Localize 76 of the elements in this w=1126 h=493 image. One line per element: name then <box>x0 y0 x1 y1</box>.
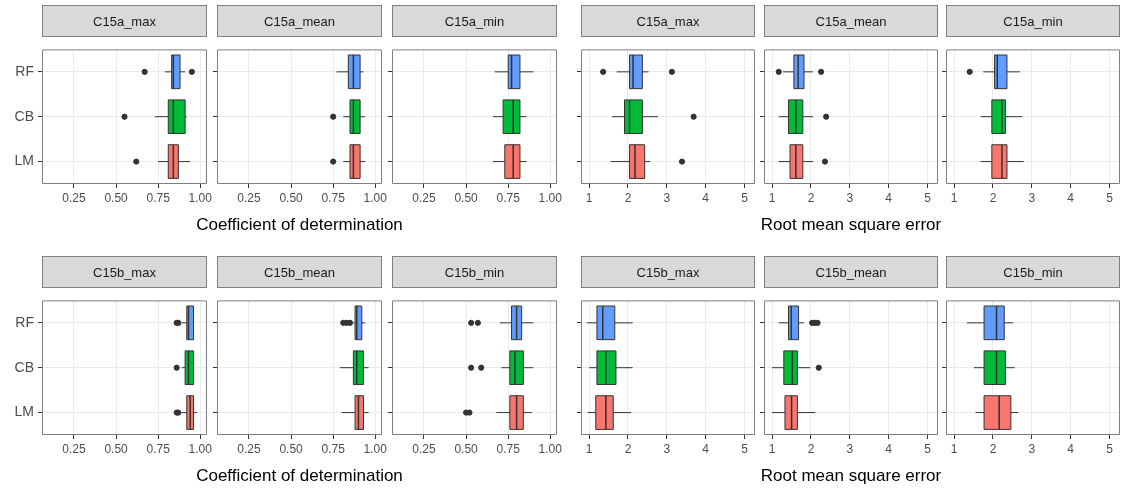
x-tick-label: 0.25 <box>62 441 86 456</box>
x-tick-label: 5 <box>924 441 932 456</box>
x-tick-label: 2 <box>624 190 632 205</box>
chart-title: C15a_mean <box>217 5 382 37</box>
x-tick-label: 1 <box>768 190 776 205</box>
x-tick-label: 3 <box>846 190 854 205</box>
x-tick-label: 1.00 <box>538 441 563 456</box>
x-tick-label: 0.75 <box>321 441 346 456</box>
chart-title: C15b_max <box>581 256 755 288</box>
x-tick-label: 4 <box>885 190 893 205</box>
x-tick-label: 5 <box>741 190 749 205</box>
x-tick-label: 0.50 <box>104 190 129 205</box>
x-tick-label: 0.50 <box>279 441 304 456</box>
x-tick-label: 0.25 <box>237 190 261 205</box>
x-tick-label: 0.25 <box>412 441 436 456</box>
x-tick-label: 0.50 <box>279 190 304 205</box>
x-tick-label: 4 <box>1067 190 1075 205</box>
x-tick-label: 0.50 <box>454 190 479 205</box>
x-tick-label: 5 <box>1106 190 1114 205</box>
x-tick-label: 2 <box>989 441 997 456</box>
x-tick-label: 0.25 <box>62 190 86 205</box>
x-tick-label: 0.75 <box>496 190 521 205</box>
y-tick-label: CB <box>14 358 34 375</box>
x-axis-title: Coefficient of determination <box>195 466 404 486</box>
x-tick-label: 1.00 <box>363 441 388 456</box>
chart-title: C15a_max <box>581 5 755 37</box>
x-tick-label: 0.50 <box>104 441 129 456</box>
x-tick-label: 3 <box>846 441 854 456</box>
x-axis-title: Coefficient of determination <box>195 215 404 235</box>
x-tick-label: 4 <box>702 190 710 205</box>
x-tick-label: 1 <box>768 441 776 456</box>
x-tick-label: 1 <box>950 441 958 456</box>
chart-title: C15a_mean <box>764 5 938 37</box>
chart-title: C15b_min <box>392 256 557 288</box>
y-tick-label: LM <box>14 403 34 420</box>
chart-title: C15a_max <box>42 5 207 37</box>
x-tick-label: 2 <box>624 441 632 456</box>
x-axis-title: Root mean square error <box>759 215 943 235</box>
x-tick-label: 1.00 <box>538 190 563 205</box>
x-tick-label: 1 <box>585 190 593 205</box>
x-tick-label: 0.25 <box>412 190 436 205</box>
y-tick-label: CB <box>14 107 34 124</box>
x-tick-label: 1 <box>950 190 958 205</box>
y-tick-label: RF <box>15 62 34 79</box>
y-tick-label: RF <box>15 313 34 330</box>
x-tick-label: 1.00 <box>188 441 213 456</box>
x-tick-label: 1.00 <box>188 190 213 205</box>
x-tick-label: 0.25 <box>237 441 261 456</box>
chart-title: C15a_min <box>946 5 1120 37</box>
x-tick-label: 2 <box>807 441 815 456</box>
chart-title: C15a_min <box>392 5 557 37</box>
x-tick-label: 0.75 <box>146 441 171 456</box>
chart-title: C15b_mean <box>217 256 382 288</box>
x-tick-label: 3 <box>1028 441 1036 456</box>
x-tick-label: 4 <box>885 441 893 456</box>
x-tick-label: 5 <box>924 190 932 205</box>
x-tick-label: 4 <box>1067 441 1075 456</box>
y-tick-label: LM <box>14 152 34 169</box>
x-tick-label: 2 <box>989 190 997 205</box>
x-tick-label: 4 <box>702 441 710 456</box>
x-tick-label: 3 <box>663 190 671 205</box>
x-tick-label: 0.50 <box>454 441 479 456</box>
x-tick-label: 3 <box>1028 190 1036 205</box>
x-axis-title: Root mean square error <box>759 466 943 486</box>
x-tick-label: 5 <box>741 441 749 456</box>
x-tick-label: 0.75 <box>496 441 521 456</box>
x-tick-label: 2 <box>807 190 815 205</box>
chart-title: C15b_max <box>42 256 207 288</box>
x-tick-label: 5 <box>1106 441 1114 456</box>
chart-title: C15b_min <box>946 256 1120 288</box>
x-tick-label: 1.00 <box>363 190 388 205</box>
x-tick-label: 0.75 <box>146 190 171 205</box>
chart-title: C15b_mean <box>764 256 938 288</box>
x-tick-label: 0.75 <box>321 190 346 205</box>
x-tick-label: 3 <box>663 441 671 456</box>
x-tick-label: 1 <box>585 441 593 456</box>
